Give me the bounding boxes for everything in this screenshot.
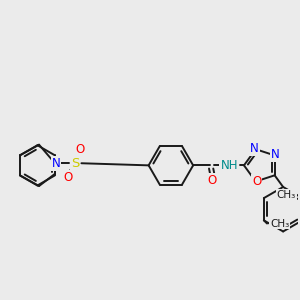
Text: O: O (63, 170, 72, 184)
Text: CH₃: CH₃ (270, 218, 290, 229)
Text: S: S (71, 157, 79, 170)
Text: N: N (250, 142, 259, 155)
Text: O: O (252, 175, 261, 188)
Text: NH: NH (220, 159, 238, 172)
Text: N: N (271, 148, 280, 161)
Text: CH₃: CH₃ (277, 190, 296, 200)
Text: N: N (52, 157, 60, 170)
Text: O: O (208, 174, 217, 187)
Text: O: O (76, 143, 85, 156)
